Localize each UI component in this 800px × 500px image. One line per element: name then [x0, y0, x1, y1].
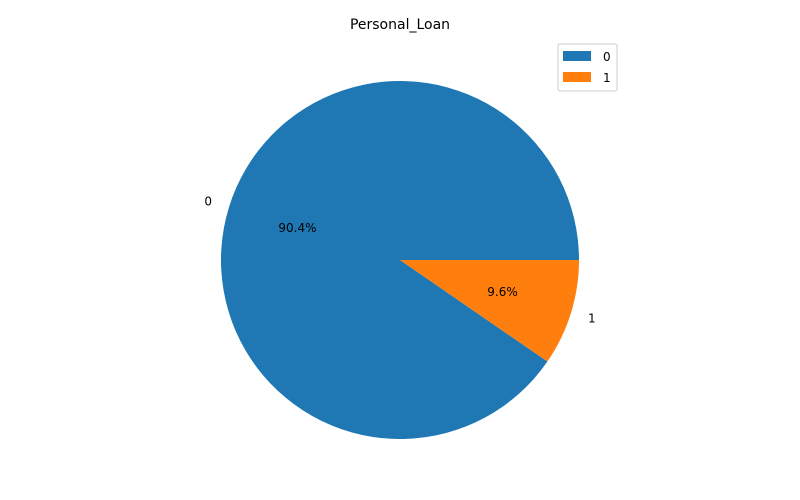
pie-slices [220, 80, 579, 439]
pie-category-label-0: 0 [204, 195, 212, 209]
legend-swatch-0 [563, 51, 591, 61]
pie-category-label-1: 1 [588, 311, 596, 325]
chart-title: Personal_Loan [350, 17, 450, 33]
legend-label-0: 0 [603, 50, 611, 64]
pie-pct-label-1: 9.6% [487, 285, 518, 299]
pie-slice-1 [400, 260, 579, 362]
legend-label-1: 1 [603, 71, 611, 85]
legend-swatch-1 [563, 72, 591, 82]
pie-labels: 90.4% 0 9.6% 1 [204, 195, 595, 326]
pie-pct-label-0: 90.4% [278, 221, 316, 235]
legend: 01 [557, 43, 618, 92]
